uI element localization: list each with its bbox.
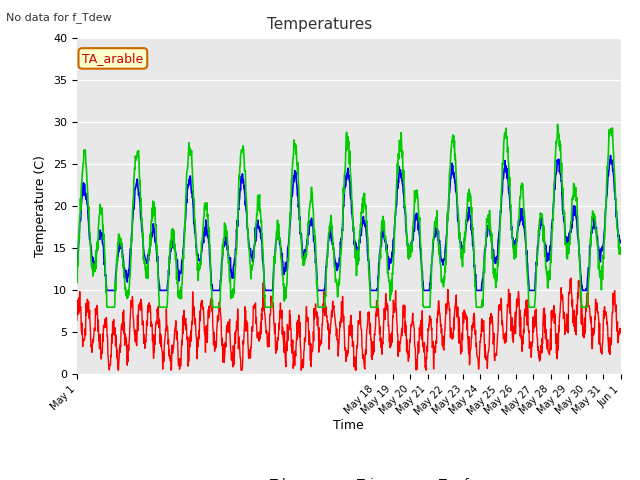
- Y-axis label: Temperature (C): Temperature (C): [35, 156, 47, 257]
- Text: No data for f_Tdew: No data for f_Tdew: [6, 12, 112, 23]
- Legend: Tsky, Tair, Tsurf: Tsky, Tair, Tsurf: [224, 473, 474, 480]
- X-axis label: Time: Time: [333, 420, 364, 432]
- Text: Temperatures: Temperatures: [268, 17, 372, 32]
- Text: TA_arable: TA_arable: [82, 52, 143, 65]
